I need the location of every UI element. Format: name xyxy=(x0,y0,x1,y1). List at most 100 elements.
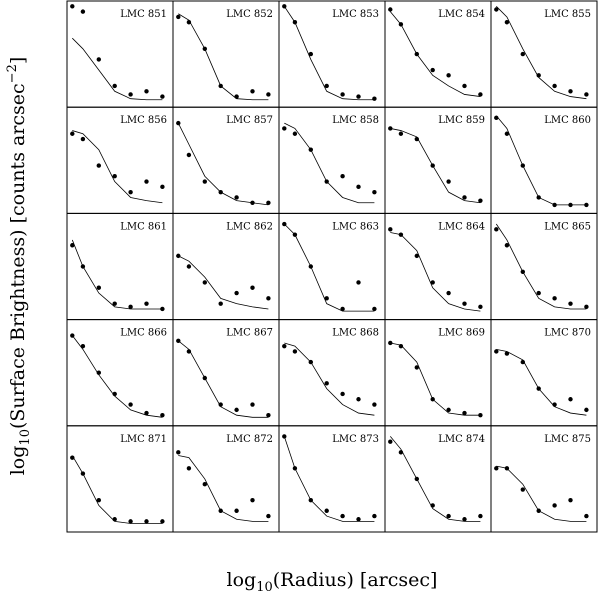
data-point xyxy=(478,198,483,203)
data-point xyxy=(250,402,255,407)
data-point xyxy=(584,202,589,208)
data-point xyxy=(372,189,377,195)
data-point xyxy=(70,243,75,248)
data-point xyxy=(80,264,86,269)
data-point xyxy=(430,67,435,73)
data-point xyxy=(218,301,223,306)
panel-label: LMC 852 xyxy=(226,9,273,20)
data-point xyxy=(308,359,313,365)
data-point xyxy=(520,163,525,168)
data-point xyxy=(398,22,404,27)
data-point xyxy=(144,179,149,184)
data-point xyxy=(160,306,165,312)
data-point xyxy=(282,343,287,349)
data-point xyxy=(478,304,483,310)
panel-label: LMC 865 xyxy=(544,221,591,232)
data-point xyxy=(494,7,499,12)
data-point xyxy=(356,94,361,99)
data-point xyxy=(324,83,329,89)
fit-curve xyxy=(72,37,163,101)
data-point xyxy=(202,46,207,51)
data-point xyxy=(308,51,313,57)
data-point xyxy=(430,503,435,508)
fit-curve xyxy=(178,255,269,310)
data-point xyxy=(234,508,239,513)
data-point xyxy=(250,285,255,290)
data-point xyxy=(584,513,589,519)
data-point xyxy=(112,83,117,89)
data-point xyxy=(462,195,467,200)
panel-label: LMC 871 xyxy=(120,434,167,445)
data-point xyxy=(324,179,329,184)
data-point xyxy=(398,450,404,455)
x-axis-label: log10(Radius) [arcsec] xyxy=(227,569,438,595)
panel-label: LMC 874 xyxy=(438,434,485,445)
data-point xyxy=(552,503,557,508)
data-point xyxy=(552,402,557,407)
data-point xyxy=(292,131,298,136)
data-point xyxy=(520,487,525,492)
panel-label: LMC 864 xyxy=(438,221,485,232)
data-point xyxy=(372,306,377,312)
data-point xyxy=(446,407,451,413)
data-point xyxy=(584,92,589,97)
panel-label: LMC 851 xyxy=(120,9,167,20)
fit-curve xyxy=(495,223,587,310)
data-point xyxy=(340,92,345,97)
data-point xyxy=(96,57,102,62)
data-point xyxy=(430,163,435,168)
data-point xyxy=(186,152,192,158)
data-point xyxy=(112,517,117,522)
fit-curve xyxy=(178,340,269,418)
panel-label: LMC 872 xyxy=(226,434,273,445)
fit-curve xyxy=(496,348,587,416)
panel-label: LMC 858 xyxy=(332,115,379,126)
fit-curve xyxy=(390,232,481,312)
data-point xyxy=(112,391,117,397)
data-point xyxy=(340,513,345,519)
data-point xyxy=(414,253,419,259)
fit-curve xyxy=(284,342,375,416)
data-point xyxy=(70,4,75,9)
data-point xyxy=(112,301,117,306)
data-point xyxy=(266,92,271,97)
data-point xyxy=(340,391,345,397)
data-point xyxy=(568,89,573,94)
data-point xyxy=(388,126,393,131)
data-point xyxy=(388,227,393,232)
data-point xyxy=(568,497,573,503)
data-point xyxy=(282,126,287,131)
data-point xyxy=(96,285,102,290)
data-point xyxy=(414,476,419,482)
data-point xyxy=(160,94,165,99)
data-point xyxy=(266,200,271,205)
y-label-main: log xyxy=(7,446,29,476)
panel-label: LMC 866 xyxy=(120,328,167,339)
data-point xyxy=(356,184,361,190)
y-label-sup: −2 xyxy=(5,64,20,83)
data-point xyxy=(446,513,451,519)
data-point xyxy=(282,221,287,227)
fit-curve xyxy=(177,122,269,206)
data-point xyxy=(478,513,483,519)
y-label-rest: (Surface Brightness) [counts arcsec xyxy=(7,83,29,429)
fit-curve xyxy=(284,122,375,204)
panel-label: LMC 854 xyxy=(438,9,485,20)
data-point xyxy=(144,410,149,416)
data-point xyxy=(202,375,207,381)
data-point xyxy=(80,343,86,349)
data-point xyxy=(536,195,541,200)
panel-label: LMC 870 xyxy=(544,328,591,339)
x-label-sub: 10 xyxy=(256,580,273,595)
data-point xyxy=(186,466,192,471)
data-point xyxy=(520,51,525,57)
data-point xyxy=(536,386,541,391)
data-point xyxy=(324,296,329,301)
data-point xyxy=(266,412,271,418)
data-point xyxy=(80,136,86,142)
data-point xyxy=(96,370,102,375)
panel-label: LMC 862 xyxy=(226,221,273,232)
data-point xyxy=(324,508,329,513)
fit-curve xyxy=(178,455,269,522)
data-point xyxy=(186,264,192,269)
